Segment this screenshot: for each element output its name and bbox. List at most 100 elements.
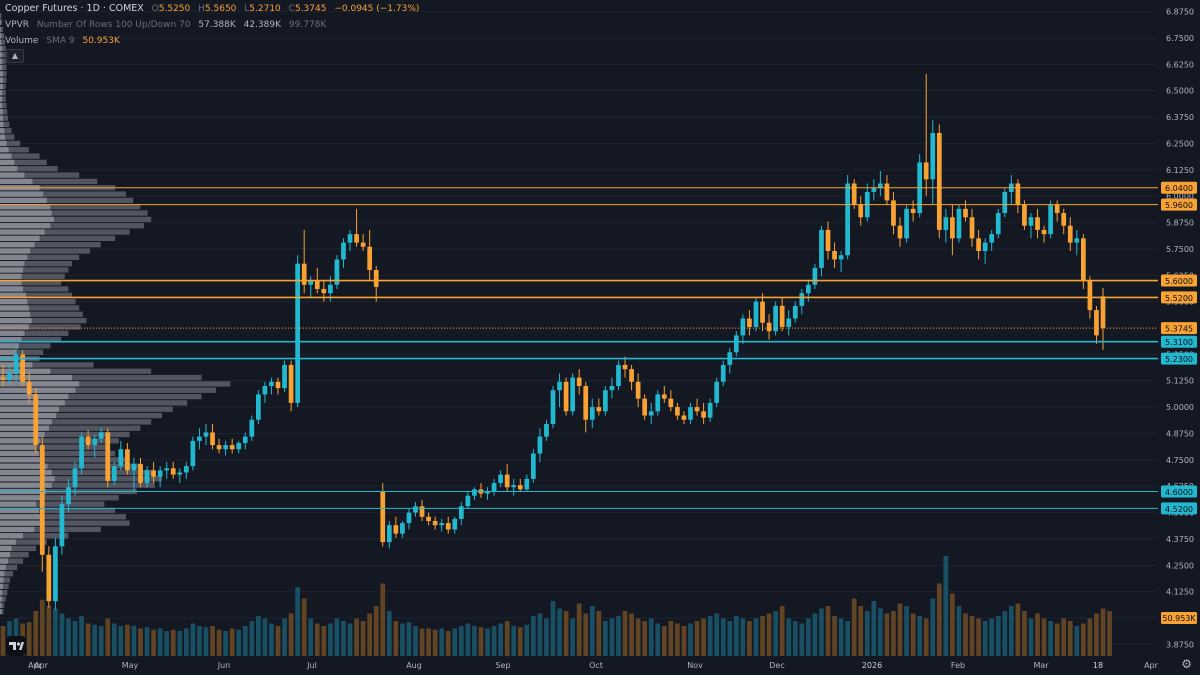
volume-profile-up-bar [0,191,44,197]
level-price-badge: 5.2300 [1165,355,1193,364]
vpvr-legend-row[interactable]: VPVR Number Of Rows 100 Up/Down 70 57.38… [5,19,331,31]
time-axis-background [0,656,1200,675]
volume-bar [917,616,923,656]
chart-settings-gear-icon[interactable]: ⚙ [1181,657,1192,671]
y-tick-label: 5.8750 [1166,219,1194,228]
tradingview-logo-icon[interactable] [6,636,26,656]
volume-sma-value: 50.953K [82,36,120,46]
candle-body [157,470,163,477]
candle-body [1061,213,1067,226]
candle-body [635,381,641,399]
volume-profile-up-bar [0,381,80,387]
candle-body [39,445,45,555]
y-tick-label: 6.8750 [1166,8,1194,17]
volume-bar [92,624,98,656]
candle-body [445,523,451,530]
volume-profile-bar [0,602,5,609]
level-price-badge-bg [1161,502,1197,515]
volume-profile-up-bar [0,495,41,501]
candle-body [282,364,287,389]
candle-body [373,269,379,287]
volume-bar [799,623,805,656]
volume-profile-up-bar [0,45,3,52]
volume-profile-bar [0,387,216,393]
volume-bar [138,628,143,656]
open-label: O [151,4,159,14]
candle-body [733,335,739,353]
volume-profile-bar [0,235,116,242]
candle-body [380,491,386,543]
candle-body [995,213,1001,235]
candle-body [740,318,746,336]
volume-profile-bar [0,501,105,507]
volume-profile-bar [0,191,126,197]
volume-profile-up-bar [0,558,8,564]
volume-bar [478,627,484,656]
volume-bar [458,626,464,656]
volume-profile-up-bar [0,406,60,412]
volume-bar [367,613,373,656]
volume-bar [1022,611,1027,656]
candle-body [177,472,183,475]
volume-bar [773,611,778,656]
candle-body [72,468,78,488]
volume-profile-up-bar [0,26,1,33]
symbol-title[interactable]: Copper Futures · 1D · COMEX [5,3,144,14]
volume-bar [609,618,615,656]
y-tick-label: 6.3750 [1166,113,1194,122]
volume-profile-up-bar [0,463,48,469]
candle-body [314,280,320,289]
candle-body [360,242,366,247]
volume-bar [904,606,909,656]
volume-profile-bar [0,115,8,121]
volume-profile-bar [0,64,7,71]
candle-body [223,445,228,450]
candle-body [85,436,91,446]
volume-bar [111,623,117,656]
level-price-badge: 4.6000 [1165,488,1193,497]
volume-bar [766,613,772,656]
candle-body [1015,183,1021,205]
x-tick-label: Feb [951,661,965,670]
volume-profile-up-bar [0,374,72,381]
candle-body [517,485,523,490]
candle-body [544,423,549,437]
candle-body [812,267,818,285]
volume-profile-bar [0,216,152,223]
low-value: 5.2710 [249,4,281,14]
volume-bar [72,621,78,656]
candle-body [242,436,248,443]
volume-profile-up-bar [0,520,45,526]
y-tick-label: 5.7500 [1166,245,1194,254]
volume-legend-row[interactable]: Volume SMA 9 50.953K [5,35,125,47]
collapse-legend-button[interactable]: ▲ [6,49,24,63]
volume-bar [406,622,412,656]
volume-profile-bar [0,564,18,571]
volume-bar [995,616,1001,656]
candle-body [26,381,32,395]
high-value: 5.5650 [204,4,237,14]
volume-profile-up-bar [0,71,3,77]
volume-bar [328,623,333,656]
candle-body [714,381,720,403]
volume-bar [177,631,183,656]
volume-bar [203,627,209,656]
candle-body [203,432,209,437]
volume-bar [445,631,451,656]
volume-profile-up-bar [0,121,4,128]
y-tick-label: 6.5000 [1166,87,1194,96]
volume-profile-up-bar [0,438,41,444]
y-tick-label: 6.7500 [1166,34,1194,43]
volume-profile-up-bar [0,305,29,311]
volume-profile-up-bar [0,343,19,349]
y-tick-label: 4.2500 [1166,561,1194,570]
volume-bar [118,626,124,656]
volume-profile-up-bar [0,602,2,609]
candle-body [59,504,65,547]
volume-profile-bar [0,159,47,166]
volume-profile-up-bar [0,469,52,476]
volume-profile-up-bar [0,349,16,355]
volume-bar [910,613,916,656]
volume-bar [812,613,818,656]
